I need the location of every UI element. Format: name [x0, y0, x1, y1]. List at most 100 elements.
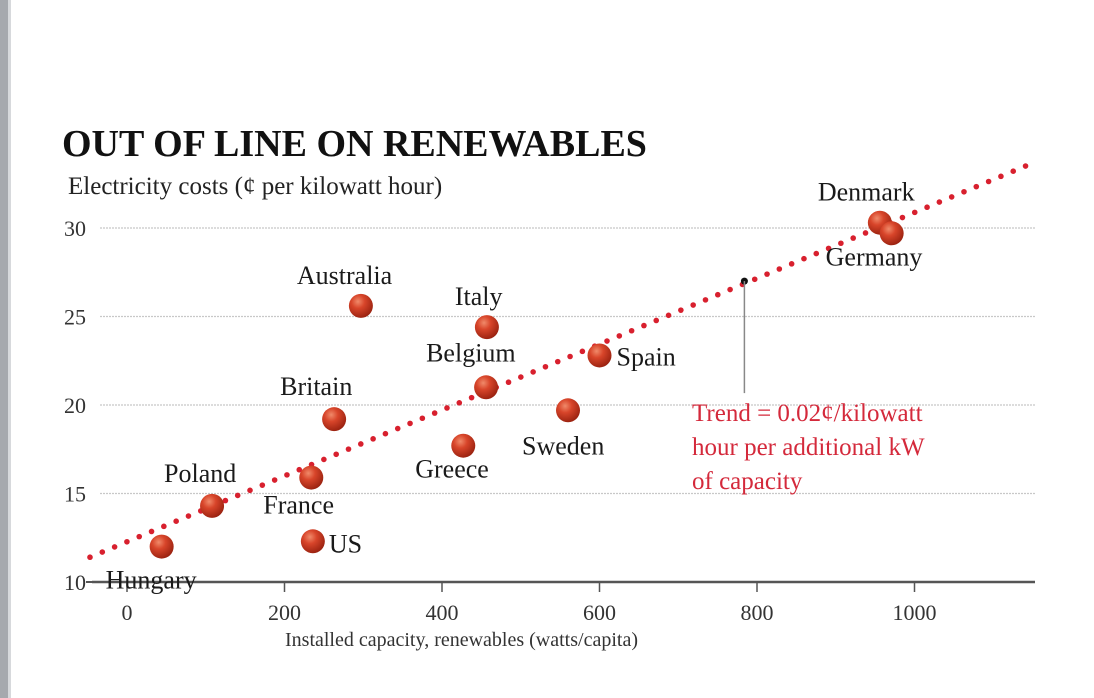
trend-dot	[973, 183, 980, 190]
trend-dot	[899, 214, 906, 221]
y-tick-label: 10	[64, 570, 86, 595]
trend-dot	[911, 209, 918, 216]
x-axis-label: Installed capacity, renewables (watts/ca…	[285, 629, 638, 651]
trend-dot	[321, 456, 327, 463]
trend-dot	[628, 327, 635, 334]
trend-dot	[764, 271, 770, 277]
trend-dot	[702, 297, 709, 303]
trend-dot	[788, 261, 795, 267]
point-label: Italy	[455, 282, 503, 311]
trend-dot	[296, 466, 303, 473]
trend-dot	[518, 374, 524, 380]
y-tick-label: 15	[64, 482, 86, 507]
trend-dot	[505, 379, 512, 386]
point-label: Poland	[164, 459, 236, 488]
trend-dot	[554, 358, 561, 365]
trend-dot	[665, 312, 672, 319]
trend-dot	[358, 441, 364, 447]
trend-dot	[456, 400, 463, 406]
trend-dot	[468, 394, 475, 401]
trend-dot	[161, 523, 167, 530]
trend-dot	[419, 415, 426, 422]
point-label: Britain	[280, 372, 352, 401]
window-edge	[0, 0, 8, 698]
trend-dot	[247, 487, 253, 494]
data-point	[474, 375, 499, 400]
trend-dot	[99, 549, 106, 555]
trend-dot	[579, 348, 586, 355]
x-tick-label: 1000	[893, 600, 937, 625]
trend-dot	[345, 446, 352, 452]
data-point	[200, 493, 225, 518]
point-label: Spain	[617, 342, 676, 371]
trend-dot	[801, 255, 807, 262]
chart-title: OUT OF LINE ON RENEWABLES	[62, 123, 647, 165]
trend-dot	[87, 554, 93, 561]
data-point	[451, 433, 476, 458]
y-tick-label: 20	[64, 393, 86, 418]
trend-dot	[604, 338, 610, 344]
data-point	[149, 534, 174, 559]
point-label: Belgium	[426, 338, 516, 367]
trend-annotation-text: of capacity	[692, 468, 803, 495]
trend-dot	[185, 513, 192, 519]
data-point	[879, 221, 904, 246]
trend-dot	[948, 194, 955, 200]
trend-dot	[936, 199, 943, 205]
x-tick-label: 800	[741, 600, 774, 625]
x-tick-label: 600	[583, 600, 616, 625]
trend-dot	[136, 533, 143, 540]
trend-dot	[333, 451, 339, 458]
data-point	[348, 293, 373, 318]
data-point	[299, 465, 324, 490]
x-tick-label: 200	[268, 600, 301, 625]
point-label: France	[263, 491, 334, 520]
trend-dot	[850, 235, 856, 241]
trend-dot	[431, 410, 438, 416]
trend-dot	[641, 322, 647, 329]
trend-dot	[1022, 163, 1029, 169]
point-label: Sweden	[522, 431, 604, 460]
trend-dot	[924, 204, 930, 211]
trend-dot	[111, 544, 118, 550]
trend-dot	[234, 492, 241, 499]
trend-dot	[530, 369, 536, 375]
point-label: Germany	[826, 242, 923, 271]
trend-dot	[678, 307, 684, 313]
trend-dot	[961, 188, 967, 195]
trend-dot	[653, 317, 660, 324]
trend-dot	[727, 286, 733, 293]
trend-dot	[813, 250, 820, 257]
point-label: Greece	[415, 455, 489, 484]
point-label: Australia	[297, 261, 393, 290]
data-point	[322, 407, 347, 432]
trend-dot	[382, 430, 389, 437]
data-point	[300, 529, 325, 554]
point-label: Hungary	[106, 566, 197, 595]
trend-dot	[998, 173, 1004, 180]
trend-dot	[616, 333, 623, 339]
trend-dot	[985, 178, 992, 185]
trend-dot	[776, 266, 783, 272]
trend-annotation-text: Trend = 0.02¢/kilowatt	[692, 400, 923, 427]
data-point	[474, 315, 499, 340]
trend-dot	[542, 363, 549, 370]
trend-dot	[751, 276, 758, 283]
trend-dot	[714, 291, 721, 298]
y-tick-label: 30	[64, 216, 86, 241]
trend-dot	[394, 425, 401, 432]
window-edge-highlight	[8, 0, 11, 698]
trend-dot	[148, 528, 155, 535]
trend-annotation-text: hour per additional kW	[692, 434, 925, 461]
point-label: Denmark	[818, 178, 915, 207]
trend-dot	[407, 420, 413, 427]
trend-dot	[370, 436, 376, 442]
chart-subtitle: Electricity costs (¢ per kilowatt hour)	[68, 173, 442, 200]
x-tick-label: 0	[122, 600, 133, 625]
y-tick-label: 25	[64, 305, 86, 330]
trend-dot	[825, 245, 832, 252]
trend-dot	[284, 472, 290, 478]
trend-dot	[838, 240, 844, 247]
data-point	[587, 343, 612, 368]
